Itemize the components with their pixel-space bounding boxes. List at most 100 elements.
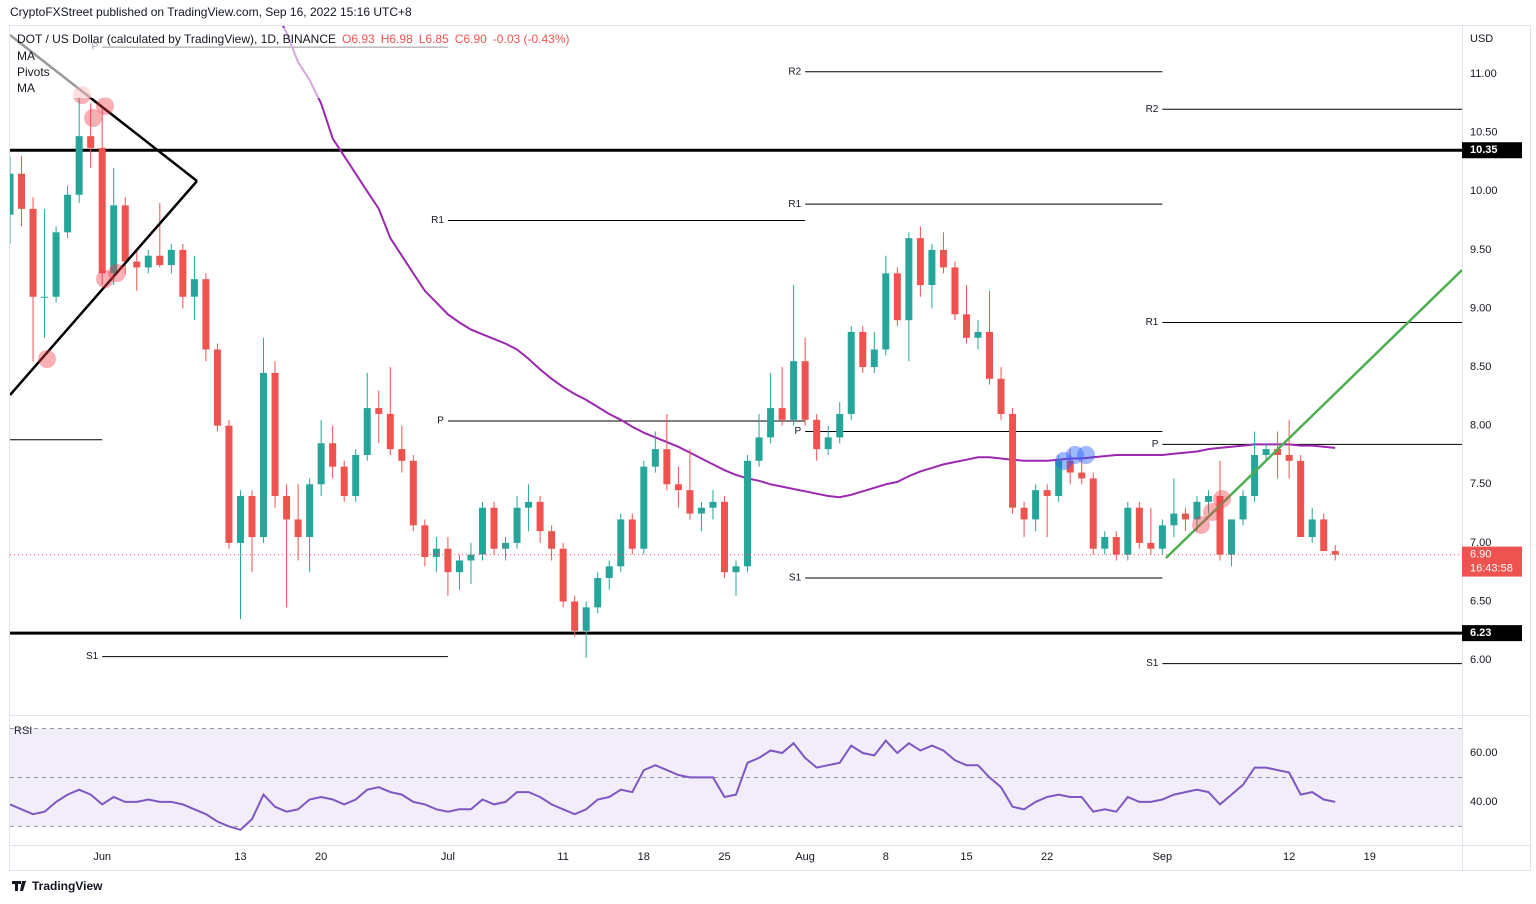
candle-body [790, 361, 798, 420]
candle-body [87, 136, 95, 148]
candle-body [939, 249, 947, 268]
candle-body [859, 331, 867, 368]
candle-body [202, 279, 210, 350]
countdown: 16:43:58 [1470, 563, 1513, 575]
pivot-label: P [437, 416, 444, 427]
candle-body [755, 437, 763, 461]
candle-body [974, 331, 982, 338]
y-tick-label: 9.00 [1470, 302, 1491, 314]
candle-body [870, 349, 878, 368]
ohlc: C6.90 [455, 32, 487, 46]
pivot-label: P [794, 426, 801, 437]
candle-body [1078, 472, 1086, 479]
candle-body [628, 519, 636, 549]
symbol: DOT / US Dollar (calculated by TradingVi… [17, 32, 336, 46]
candle-body [1009, 413, 1017, 508]
candle-body [1285, 454, 1293, 461]
candle-body [10, 173, 14, 215]
circle [1203, 503, 1221, 521]
pivot-label: R2 [788, 66, 801, 77]
candle-body [525, 501, 533, 508]
circle [1066, 446, 1084, 464]
x-tick-label: 19 [1364, 851, 1376, 863]
rsi-tick-label: 60.00 [1470, 747, 1498, 759]
candle-body [905, 238, 913, 321]
candle-body [732, 566, 740, 573]
candle-body [1020, 507, 1028, 520]
candle-body [283, 495, 291, 520]
pivot-label: S1 [789, 573, 802, 584]
candle-body [386, 413, 394, 450]
x-tick-label: 18 [638, 851, 650, 863]
x-tick-label: Jul [441, 851, 455, 863]
candle-body [709, 501, 717, 508]
candle-body [663, 449, 671, 485]
indicator-label: MA [17, 49, 35, 63]
trend-line [1165, 269, 1462, 559]
candle-body [594, 578, 602, 608]
candle-body [697, 507, 705, 514]
candle-body [778, 408, 786, 420]
candle-body [260, 372, 268, 538]
candle-body [236, 495, 244, 543]
candle-body [1320, 519, 1328, 552]
candle-body [409, 460, 417, 526]
candle-body [98, 147, 106, 274]
candle-body [352, 454, 360, 496]
x-tick-label: Aug [795, 851, 815, 863]
candle-body [444, 548, 452, 573]
candle-body [421, 525, 429, 557]
x-tick-label: Jun [93, 851, 111, 863]
candle-body [1089, 478, 1097, 549]
candle-body [1331, 551, 1339, 555]
candle-body [847, 331, 855, 414]
candle-body [1124, 507, 1132, 555]
pivot-label: R1 [431, 215, 444, 226]
candle-body [824, 437, 832, 450]
candle-body [179, 249, 187, 297]
candle-body [1055, 460, 1063, 496]
candle-body [1112, 537, 1120, 555]
candle-body [363, 408, 371, 455]
y-tick-label: 6.00 [1470, 654, 1491, 666]
x-tick-label: 25 [718, 851, 730, 863]
pivot-label: S1 [1146, 658, 1159, 669]
pivot-label: P [1152, 439, 1159, 450]
price-pane: PS1R1PR2R1PS1R2R1PS1 [10, 26, 1462, 669]
triangle-line [10, 180, 198, 396]
y-tick-label: 10.00 [1470, 185, 1498, 197]
candle-body [144, 255, 152, 268]
candle-body [951, 267, 959, 315]
circle [96, 97, 114, 115]
candle-body [548, 531, 556, 549]
candle-body [1274, 449, 1282, 455]
candle-body [75, 136, 83, 195]
candle-body [167, 249, 175, 266]
logo [12, 881, 26, 891]
candle-body [674, 484, 682, 491]
candle-body [1239, 495, 1247, 520]
ohlc: H6.98 [381, 32, 413, 46]
frame [9, 25, 1531, 871]
x-tick-label: 11 [557, 851, 568, 863]
candle-body [1043, 490, 1051, 496]
candle-body [928, 249, 936, 286]
candle-body [1228, 519, 1236, 555]
candle-body [502, 542, 510, 549]
indicator-label: Pivots [17, 65, 50, 79]
candle-body [29, 208, 37, 297]
footer: TradingView [32, 879, 103, 893]
pivot-label: S1 [86, 651, 99, 662]
y-tick-label: 7.50 [1470, 478, 1491, 490]
candle-body [1216, 495, 1224, 555]
candle-body [52, 232, 60, 297]
rsi-line [10, 739, 1336, 831]
candle-body [1158, 525, 1166, 549]
ohlc: L6.85 [419, 32, 449, 46]
candle-body [248, 495, 256, 538]
currency: USD [1470, 33, 1493, 45]
candle-body [467, 554, 475, 561]
candle-body [536, 501, 544, 532]
candle-body [294, 519, 302, 538]
